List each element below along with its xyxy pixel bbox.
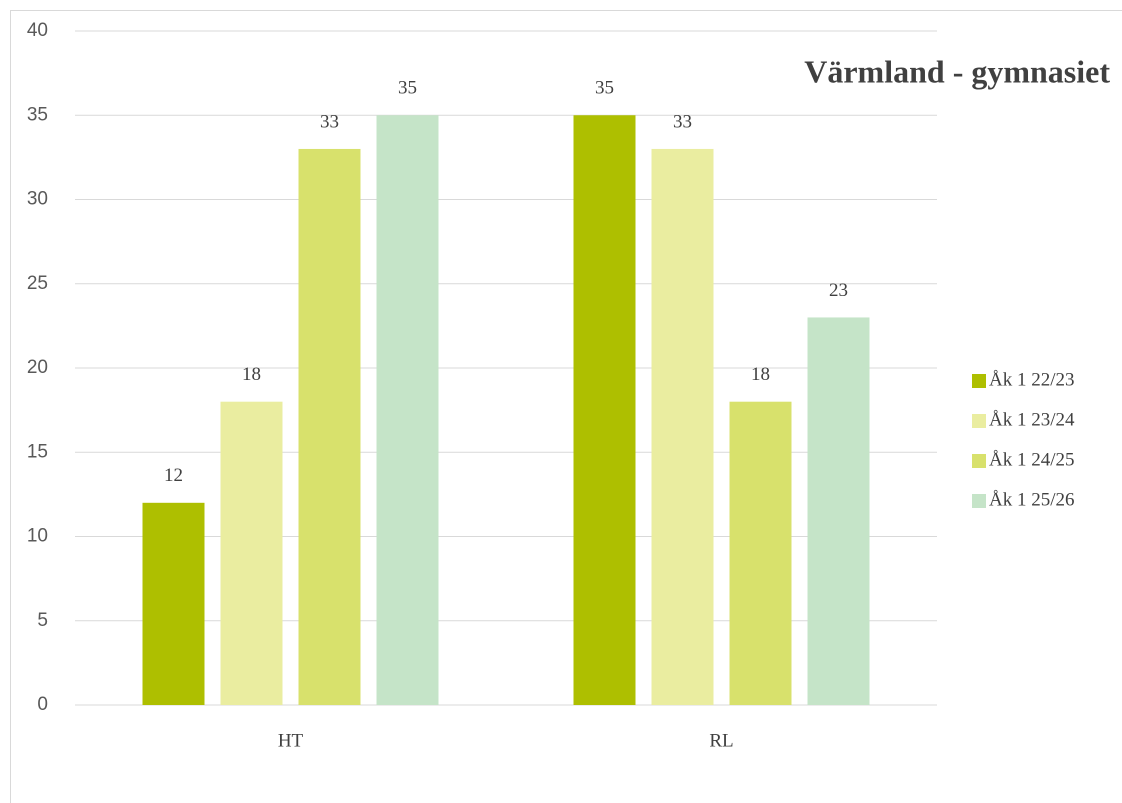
y-tick-label: 30	[27, 189, 48, 210]
y-tick-label: 5	[37, 610, 48, 631]
y-tick-label: 15	[27, 441, 48, 462]
data-label: 23	[829, 280, 848, 301]
y-tick-label: 20	[27, 357, 48, 378]
data-label: 35	[398, 78, 417, 99]
y-tick-label: 10	[27, 526, 48, 547]
y-tick-label: 0	[37, 694, 48, 715]
legend-swatch	[972, 414, 986, 428]
data-label: 18	[242, 364, 261, 385]
bar	[651, 148, 714, 705]
legend-swatch	[972, 374, 986, 388]
data-label: 18	[751, 364, 770, 385]
bar	[807, 317, 870, 705]
legend-swatch	[972, 454, 986, 468]
bar	[142, 502, 205, 705]
chart-border	[10, 10, 1122, 803]
x-tick-label: HT	[278, 730, 304, 751]
legend-label: Åk 1 23/24	[989, 409, 1075, 430]
bar	[573, 115, 636, 705]
legend-label: Åk 1 25/26	[989, 489, 1075, 510]
x-tick-label: RL	[709, 730, 733, 751]
bar	[220, 401, 283, 705]
chart-title: Värmland - gymnasiet	[804, 53, 1110, 89]
bar	[729, 401, 792, 705]
y-tick-label: 25	[27, 273, 48, 294]
data-label: 12	[164, 465, 183, 486]
data-label: 33	[673, 111, 692, 132]
legend-swatch	[972, 494, 986, 508]
legend-label: Åk 1 22/23	[989, 369, 1075, 390]
y-tick-label: 40	[27, 20, 48, 41]
data-label: 33	[320, 111, 339, 132]
bar	[376, 115, 439, 705]
y-tick-label: 35	[27, 104, 48, 125]
data-label: 35	[595, 78, 614, 99]
bar	[298, 148, 361, 705]
legend-label: Åk 1 24/25	[989, 449, 1075, 470]
